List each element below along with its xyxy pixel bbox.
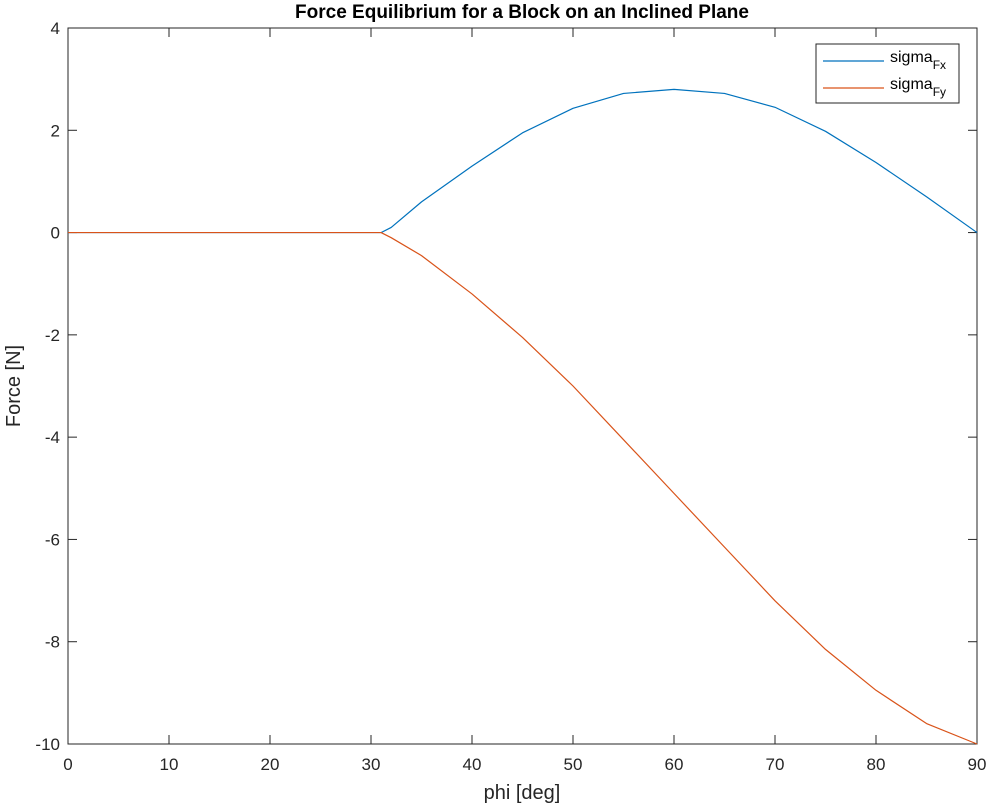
x-tick-label: 90 [968, 755, 987, 774]
y-axis-label: Force [N] [3, 345, 25, 427]
legend-entry-fy: sigmaFy [890, 76, 946, 99]
y-tick-label: 2 [51, 121, 60, 140]
series-line-fy [68, 231, 978, 745]
legend-entry-fx-name: sigma [890, 49, 933, 66]
x-tick-label: 20 [261, 755, 280, 774]
x-tick-label: 0 [63, 755, 72, 774]
y-tick-label: -4 [45, 428, 60, 447]
legend-entry-fx: sigmaFx [890, 49, 946, 72]
axes-box [67, 27, 978, 745]
y-tick-label: -10 [35, 735, 60, 754]
legend-entry-fy-subscript: Fy [933, 85, 946, 99]
x-tick-label: 80 [867, 755, 886, 774]
axis-ticks: 0 10 20 30 40 50 60 70 80 90 -10 -8 -6 -4 -2 0 2 4 [35, 19, 986, 774]
y-tick-label: 0 [51, 224, 60, 243]
plot-area [67, 27, 978, 745]
y-tick-label: 4 [51, 19, 60, 38]
y-tick-label: -6 [45, 530, 60, 549]
legend-box [815, 43, 960, 104]
x-tick-label: 40 [463, 755, 482, 774]
legend-entry-fx-subscript: Fx [933, 58, 946, 72]
x-tick-label: 70 [766, 755, 785, 774]
y-tick-label: -2 [45, 326, 60, 345]
y-tick-label: -8 [45, 633, 60, 652]
chart-title: Force Equilibrium for a Block on an Incl… [295, 2, 749, 23]
series-lines [68, 88, 978, 745]
x-tick-label: 30 [362, 755, 381, 774]
x-tick-label: 50 [564, 755, 583, 774]
legend: sigmaFx sigmaFy [815, 43, 960, 104]
x-tick-label: 10 [160, 755, 179, 774]
legend-entry-fy-name: sigma [890, 76, 933, 93]
x-axis-label: phi [deg] [484, 782, 561, 804]
x-tick-label: 60 [665, 755, 684, 774]
